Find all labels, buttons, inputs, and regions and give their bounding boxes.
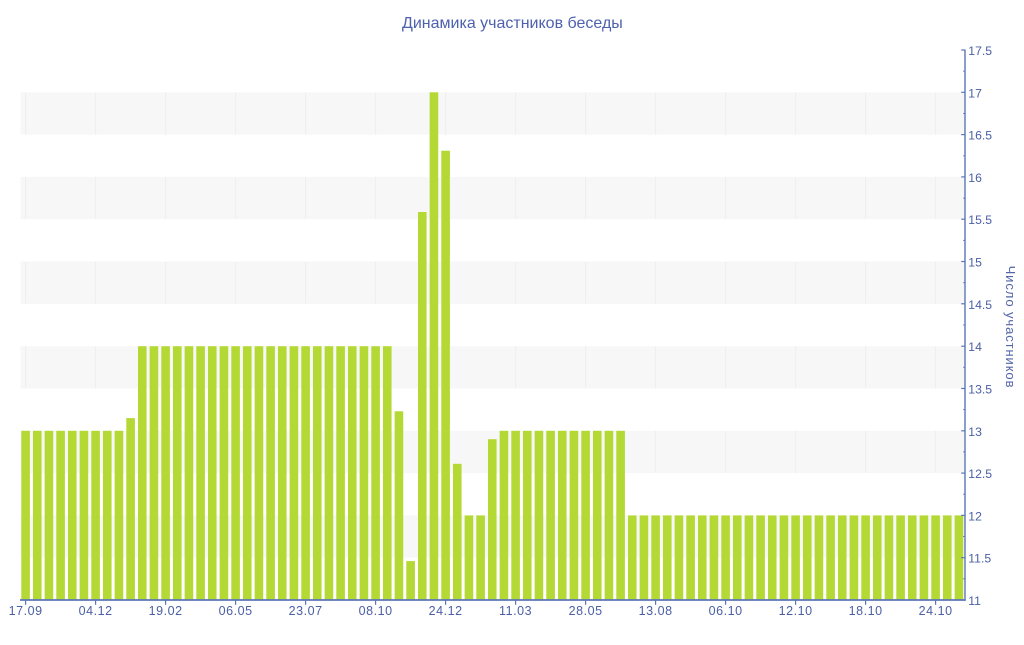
svg-text:11.03: 11.03 bbox=[499, 604, 532, 618]
svg-text:11.5: 11.5 bbox=[968, 552, 991, 566]
svg-text:13.5: 13.5 bbox=[968, 383, 992, 397]
svg-text:17.5: 17.5 bbox=[968, 44, 992, 58]
svg-text:23.07: 23.07 bbox=[289, 604, 323, 618]
svg-text:24.10: 24.10 bbox=[919, 604, 953, 618]
svg-text:11: 11 bbox=[968, 594, 981, 608]
svg-text:16.5: 16.5 bbox=[968, 129, 992, 143]
svg-text:13.08: 13.08 bbox=[639, 604, 673, 618]
svg-text:06.05: 06.05 bbox=[219, 604, 253, 618]
svg-text:Динамика участников беседы: Динамика участников беседы bbox=[402, 15, 623, 32]
svg-text:17.09: 17.09 bbox=[9, 604, 43, 618]
svg-text:12: 12 bbox=[968, 509, 982, 523]
svg-text:18.10: 18.10 bbox=[849, 604, 883, 618]
svg-text:04.12: 04.12 bbox=[79, 604, 113, 618]
svg-text:08.10: 08.10 bbox=[359, 604, 393, 618]
svg-text:14.5: 14.5 bbox=[968, 298, 992, 312]
svg-text:16: 16 bbox=[968, 171, 982, 185]
svg-text:Число участников: Число участников bbox=[1003, 266, 1018, 389]
svg-text:24.12: 24.12 bbox=[429, 604, 463, 618]
svg-text:15: 15 bbox=[968, 256, 982, 270]
svg-text:17: 17 bbox=[968, 86, 982, 100]
svg-text:12.5: 12.5 bbox=[968, 467, 992, 481]
svg-text:06.10: 06.10 bbox=[709, 604, 743, 618]
svg-text:14: 14 bbox=[968, 340, 982, 354]
svg-text:13: 13 bbox=[968, 425, 982, 439]
svg-text:12.10: 12.10 bbox=[779, 604, 813, 618]
svg-text:19.02: 19.02 bbox=[149, 604, 183, 618]
svg-text:28.05: 28.05 bbox=[569, 604, 603, 618]
svg-text:15.5: 15.5 bbox=[968, 213, 992, 227]
